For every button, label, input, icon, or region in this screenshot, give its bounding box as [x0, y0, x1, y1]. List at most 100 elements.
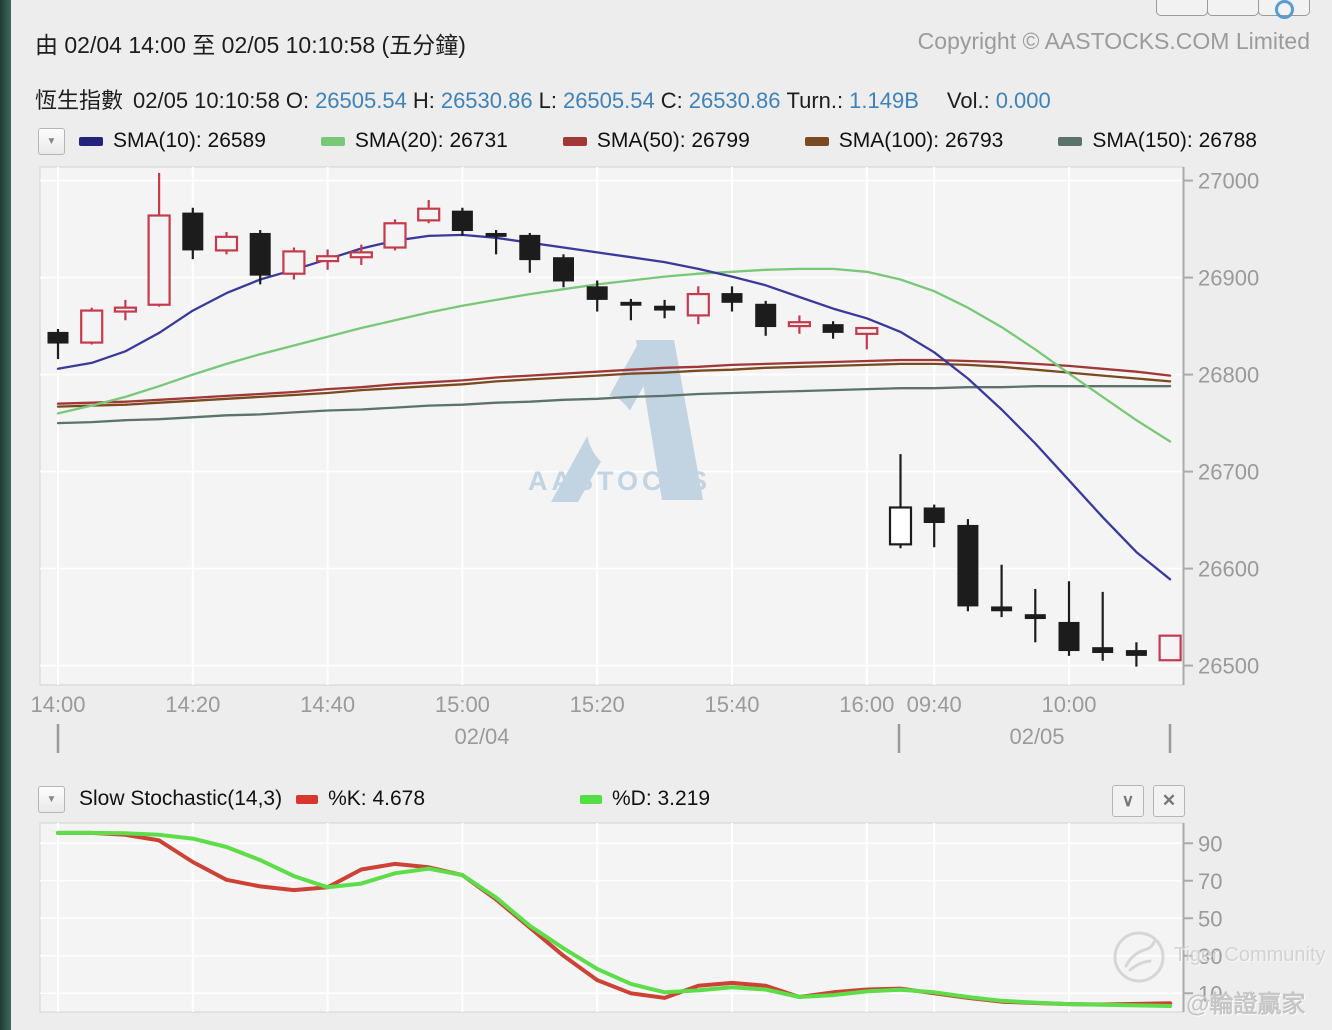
open-value: 26505.54: [315, 88, 407, 113]
quote-line: 恆生指數 02/05 10:10:58 O: 26505.54 H: 26530.86 L:…: [35, 83, 1057, 115]
stochastic-pane-controls: ∨ ✕: [1112, 785, 1185, 817]
y-axis-label: 50: [1198, 906, 1222, 931]
tiger-community-text: Tiger Community: [1174, 944, 1326, 966]
percent-d-label: %D: 3.219: [612, 787, 711, 810]
copyright-text: Copyright © AASTOCKS.COM Limited: [917, 28, 1310, 54]
volume-value: 0.000: [995, 88, 1051, 113]
stochastic-indicator-dropdown[interactable]: ▼: [38, 785, 65, 813]
sma-line-SMA(20): [56, 267, 1172, 443]
candle-body: [923, 507, 945, 524]
candle-body: [249, 232, 271, 276]
sma-line-SMA(100): [56, 362, 1172, 408]
candle-body: [991, 606, 1013, 612]
quote-time: 02/05 10:10:58: [133, 88, 280, 113]
aastocks-watermark-text: AASTOCKS: [528, 466, 711, 496]
tiger-logo-icon: [1113, 931, 1165, 983]
legend-item-percent-d[interactable]: %D: 3.219: [580, 787, 710, 811]
percent-k-swatch-icon: [296, 794, 319, 804]
legend-item-sma10[interactable]: SMA(10): 26589: [79, 129, 266, 153]
y-axis-label: 26500: [1198, 654, 1259, 679]
main-indicator-dropdown[interactable]: ▼: [38, 127, 65, 155]
y-axis-label: 90: [1198, 831, 1222, 856]
window-edge: [0, 0, 11, 1030]
candle-body: [47, 331, 69, 344]
percent-d-swatch-icon: [580, 794, 602, 804]
candle-body: [1125, 650, 1147, 656]
stochastic-line-%D: [56, 830, 1173, 1008]
candle-body: [1024, 614, 1046, 620]
volume-label: Vol.:: [946, 88, 990, 113]
sma20-swatch-icon: [320, 136, 345, 146]
sma100-swatch-icon: [804, 136, 829, 146]
toolbar-button-3[interactable]: [1258, 0, 1310, 19]
sma10-swatch-icon: [79, 136, 103, 146]
sma-line-SMA(50): [56, 358, 1172, 405]
chevron-down-icon: ▼: [46, 793, 57, 805]
sma150-label: SMA(150): 26788: [1092, 129, 1257, 152]
legend-item-sma50[interactable]: SMA(50): 26799: [562, 129, 750, 153]
symbol-name: 恆生指數: [35, 88, 124, 113]
candle-body: [519, 234, 541, 261]
candle-body: [147, 214, 171, 306]
candle-body: [451, 210, 473, 232]
candle-body: [686, 292, 710, 317]
candle-body: [586, 286, 608, 300]
aastocks-logo-icon: [586, 395, 638, 469]
legend-item-sma100[interactable]: SMA(100): 26793: [804, 129, 1004, 153]
y-axis-label: 70: [1198, 869, 1222, 894]
author-handle-watermark: @輪證贏家: [1186, 991, 1306, 1018]
close-label: C:: [660, 88, 683, 113]
candle-body: [182, 212, 204, 251]
candle-body: [214, 235, 239, 252]
y-axis-label: 26800: [1198, 363, 1259, 388]
chevron-down-icon: ▼: [46, 135, 57, 147]
y-axis-label: 30: [1198, 944, 1222, 969]
collapse-pane-button[interactable]: ∨: [1112, 785, 1144, 817]
candle-body: [316, 255, 340, 263]
y-axis-label: 26900: [1198, 266, 1259, 291]
legend-item-sma150[interactable]: SMA(150): 26788: [1058, 129, 1257, 153]
legend-item-sma20[interactable]: SMA(20): 26731: [320, 129, 508, 153]
candle-body: [113, 306, 138, 313]
sma100-label: SMA(100): 26793: [838, 129, 1004, 152]
high-value: 26530.86: [440, 88, 533, 113]
close-icon: ✕: [1161, 791, 1177, 810]
sma50-swatch-icon: [562, 136, 587, 146]
legend-item-percent-k[interactable]: %K: 4.678: [296, 787, 425, 811]
candle-body: [888, 506, 913, 546]
low-label: L:: [538, 88, 557, 113]
x-axis-label: 15:20: [570, 692, 625, 717]
y-axis-label: 26700: [1198, 460, 1259, 485]
candle-body: [383, 222, 407, 249]
turnover-value: 1.149B: [849, 88, 919, 113]
low-value: 26505.54: [562, 88, 655, 113]
candle-body: [787, 321, 812, 328]
sma150-swatch-icon: [1058, 136, 1083, 146]
aastocks-logo-icon: [636, 340, 703, 500]
candle-body: [553, 257, 574, 282]
chevron-down-icon: ∨: [1121, 791, 1135, 810]
toolbar-button-1[interactable]: [1156, 0, 1208, 16]
sma-line-SMA(10): [56, 233, 1172, 581]
clock-icon: [1274, 0, 1294, 19]
candle-body: [721, 293, 743, 303]
candle-body: [822, 324, 844, 333]
candle-body: [417, 207, 441, 222]
x-axis-label: 14:20: [165, 692, 220, 717]
candle-body: [1058, 621, 1080, 652]
sma50-label: SMA(50): 26799: [596, 129, 750, 152]
candle-body: [282, 250, 306, 275]
x-axis-label: 10:00: [1041, 692, 1096, 717]
toolbar-button-2[interactable]: [1207, 0, 1259, 16]
stochastic-legend: ▼ Slow Stochastic(14,3) %K: 4.678 %D: 3.…: [38, 784, 710, 814]
x-axis-label: 14:40: [300, 692, 355, 717]
top-toolbar: [1156, 0, 1310, 19]
percent-k-label: %K: 4.678: [328, 787, 425, 810]
high-label: H:: [412, 88, 435, 113]
close-pane-button[interactable]: ✕: [1153, 785, 1185, 817]
date-label: 02/05: [1009, 724, 1064, 749]
date-range-text: 由 02/04 14:00 至 02/05 10:10:58 (五分鐘): [35, 32, 466, 58]
x-axis-label: 09:40: [907, 692, 962, 717]
x-axis-label: 14:00: [30, 692, 85, 717]
